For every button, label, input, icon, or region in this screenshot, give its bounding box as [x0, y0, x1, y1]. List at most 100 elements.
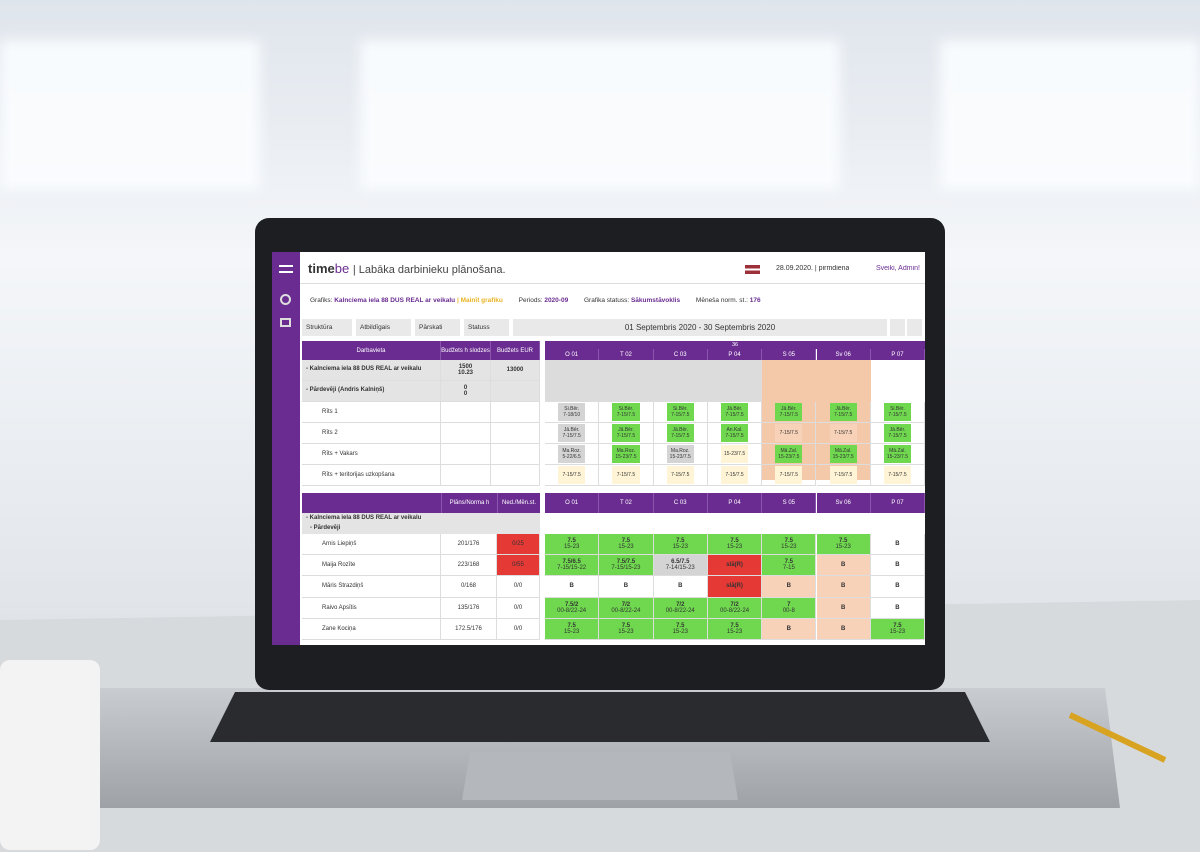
- shift-chip: Mā.Zal. 15-23/7.5: [829, 445, 857, 463]
- shift-text: 15-23: [726, 628, 743, 635]
- plan-hours: 201/176: [441, 534, 497, 556]
- budget-value: 0: [463, 391, 468, 397]
- shift-text: 15-23/7.5: [832, 454, 854, 460]
- info-bar: Grafiks: Kalnciema iela 88 DUS REAL ar v…: [310, 297, 761, 304]
- shift-cell: 7-15/7.5: [870, 465, 925, 486]
- shift-chip: Jā.Bēr. 7-15/7.5: [883, 424, 912, 442]
- shift-text: 7-15/7.5: [833, 430, 853, 436]
- shift-chip: 7-15/7.5: [775, 424, 803, 442]
- shift-text: Si.Bēr.: [618, 406, 634, 412]
- shift-text: 7.5: [730, 622, 739, 629]
- shift-cell: B: [870, 534, 925, 556]
- shift-text: 7.5: [567, 622, 576, 629]
- shift-text: 7-15/7.5: [671, 412, 690, 418]
- budget-hours: [441, 444, 491, 465]
- shift-text: 7: [787, 601, 791, 608]
- budget-eur: [491, 465, 540, 486]
- shift-cell: Si.Bēr. 7-18/10: [545, 402, 600, 423]
- shift-chip: Jā.Bēr. 7-15/7.5: [612, 424, 640, 442]
- budget-value: 1500: [458, 364, 473, 370]
- shift-chip: Jā.Bēr. 7-15/7.5: [720, 403, 749, 421]
- sidebar: [272, 252, 300, 645]
- shift-text: 6.5/7.5: [671, 559, 690, 566]
- shift-cell: B: [599, 576, 654, 598]
- budget-hours: [441, 402, 491, 423]
- filter-dropdown[interactable]: Statuss: [464, 319, 509, 336]
- shift-text: B: [786, 583, 791, 590]
- budget-eur: 13000: [491, 360, 540, 381]
- shift-chip: Mā.Zal. 15-23/7.5: [775, 445, 803, 463]
- shift-text: 7-15/7.5: [888, 433, 907, 439]
- shift-text: 7/2: [676, 601, 685, 608]
- shift-text: 15-23: [618, 628, 634, 635]
- shift-text: 7-15/7.5: [888, 412, 907, 418]
- shift-text: 15-23: [672, 628, 688, 635]
- shift-cell: 7.5 7-15: [762, 555, 817, 577]
- menu-icon[interactable]: [279, 265, 293, 273]
- shift-text: 7.5/6.5: [562, 559, 581, 566]
- shift-text: Jā.Bēr.: [618, 427, 634, 433]
- shift-cell: 7.5 15-23: [707, 534, 763, 556]
- shift-text: 7.5: [730, 538, 739, 545]
- shift-cell: Jā.Bēr. 7-15/7.5: [870, 423, 925, 444]
- shift-text: 7-15/7.5: [779, 412, 799, 418]
- shift-text: 7-15/7.5: [833, 412, 853, 418]
- week-month-hours: 0/55: [497, 555, 540, 577]
- day-header: Sv 06: [816, 349, 871, 360]
- shift-text: 7-15/7.5: [833, 472, 853, 478]
- label: Periods:: [518, 297, 543, 304]
- shift-text: 7-15/7.5: [562, 433, 581, 439]
- group-band: [545, 360, 763, 381]
- value: 176: [749, 297, 761, 304]
- nav-next[interactable]: [907, 319, 922, 336]
- shift-chip: Si.Bēr. 7-15/7.5: [883, 403, 912, 421]
- shift-text: B: [895, 604, 900, 611]
- shift-text: B: [840, 583, 846, 590]
- shift-chip: Ma.Roz. 5-22/6.5: [558, 445, 586, 463]
- shift-text: B: [840, 604, 846, 611]
- shift-text: Si.Bēr.: [564, 406, 580, 412]
- shift-text: 15-23: [835, 544, 851, 551]
- day-header: P 04: [707, 349, 763, 360]
- shift-text: 00-8/22-24: [557, 607, 587, 614]
- day-header: O 01: [545, 493, 600, 513]
- shift-cell: 7.5 15-23: [762, 534, 817, 556]
- logo: timebe | Labāka darbinieku plānošana.: [308, 261, 506, 276]
- shift-text: Mā.Zal.: [780, 448, 798, 454]
- shift-text: 15-23/7.5: [886, 454, 909, 460]
- shift-chip: Si.Bēr. 7-18/10: [558, 403, 586, 421]
- greeting[interactable]: Sveiki, Admin!: [876, 265, 920, 272]
- link[interactable]: | Mainīt grafiku: [456, 297, 503, 304]
- shift-text: 15-23/7.5: [723, 451, 746, 457]
- shift-cell: An.Kal. 7-15/7.5: [707, 423, 763, 444]
- row-label: Rīts + Vakars: [302, 444, 441, 465]
- day-header: Sv 06: [816, 493, 871, 513]
- shift-text: 7.5: [838, 538, 848, 545]
- flag[interactable]: [745, 265, 760, 274]
- shift-chip: 7-15/7.5: [720, 466, 749, 484]
- shift-text: 7.5: [893, 622, 902, 629]
- budget-value: 0: [463, 385, 468, 391]
- shift-cell: B: [816, 576, 871, 598]
- shift-text: 15-23: [889, 628, 906, 635]
- shift-chip: Jā.Bēr. 7-15/7.5: [558, 424, 586, 442]
- shift-chip: Jā.Bēr. 7-15/7.5: [775, 403, 803, 421]
- filter-dropdown[interactable]: Struktūra: [302, 319, 352, 336]
- day-header: C 03: [653, 493, 708, 513]
- filter-dropdown[interactable]: Atbildīgais: [356, 319, 411, 336]
- shift-cell: 7 00-8: [762, 597, 817, 619]
- filter-dropdown[interactable]: Pārskati: [415, 319, 460, 336]
- shift-text: 7-15/7.5: [616, 412, 636, 418]
- shift-cell: Ma.Roz. 15-23/7.5: [599, 444, 654, 465]
- settings-icon[interactable]: [280, 294, 291, 305]
- logout-icon[interactable]: [280, 318, 291, 327]
- shift-cell: 7.5 15-23: [653, 618, 708, 640]
- shift-cell: B: [762, 618, 817, 640]
- row-label: - Pārdevēji (Andris Kalniņš): [302, 381, 441, 402]
- shift-cell: 7-15/7.5: [816, 423, 871, 444]
- shift-text: 15-23: [563, 544, 580, 551]
- shift-text: 15-23: [781, 544, 797, 551]
- shift-chip: Jā.Bēr. 7-15/7.5: [829, 403, 857, 421]
- shift-text: slā(R): [726, 562, 743, 569]
- nav-prev[interactable]: [890, 319, 905, 336]
